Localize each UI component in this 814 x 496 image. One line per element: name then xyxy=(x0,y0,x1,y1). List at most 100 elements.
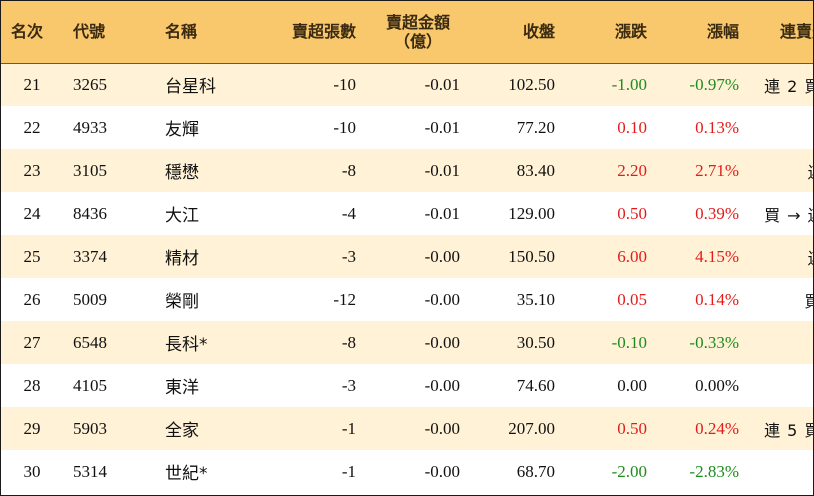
table-row: 28 4105 東洋 -3 -0.00 74.60 0.00 0.00% 1 xyxy=(1,364,813,407)
cell-net-sell-amount: -0.01 xyxy=(424,160,460,180)
header-net-sell-amount-line2: （億） xyxy=(393,31,442,51)
header-close: 收盤 xyxy=(470,1,565,64)
cell-net-sell-amount: -0.00 xyxy=(424,375,460,395)
cell-rank: 29 xyxy=(23,418,41,438)
cell-close: 77.20 xyxy=(516,117,555,137)
cell-change: 0.00 xyxy=(617,375,647,395)
cell-name: 台星科 xyxy=(165,77,216,98)
cell-code: 3265 xyxy=(73,74,107,94)
cell-net-sell-lots: -3 xyxy=(341,246,356,266)
cell-name: 世紀* xyxy=(165,464,208,484)
cell-change: -0.10 xyxy=(611,332,647,352)
cell-code: 3374 xyxy=(73,246,107,266)
cell-consecutive-days: 連 5 賣 xyxy=(749,149,813,192)
cell-code: 6548 xyxy=(73,332,107,352)
header-change: 漲跌 xyxy=(565,1,657,64)
cell-net-sell-lots: -3 xyxy=(341,375,356,395)
header-net-sell-amount: 賣超金額 （億） xyxy=(366,1,470,64)
table-row: 22 4933 友輝 -10 -0.01 77.20 0.10 0.13% 1 xyxy=(1,106,813,149)
cell-rank: 23 xyxy=(23,160,41,180)
cell-net-sell-lots: -1 xyxy=(341,461,356,481)
table-row: 30 5314 世紀* -1 -0.00 68.70 -2.00 -2.83% 1 xyxy=(1,450,813,493)
cell-net-sell-amount: -0.00 xyxy=(424,246,460,266)
cell-code: 3105 xyxy=(73,160,107,180)
cell-rank: 21 xyxy=(23,74,41,94)
cell-close: 207.00 xyxy=(508,418,555,438)
cell-consecutive-days: 1 xyxy=(749,321,813,364)
cell-code: 4105 xyxy=(73,375,107,395)
cell-change-pct: 0.14% xyxy=(695,289,739,309)
cell-change: 2.20 xyxy=(617,160,647,180)
cell-close: 150.50 xyxy=(508,246,555,266)
cell-rank: 24 xyxy=(23,203,41,223)
header-row: 名次 代號 名稱 賣超張數 賣超金額 （億） 收盤 漲跌 漲幅 連賣天數 xyxy=(1,1,813,64)
cell-net-sell-lots: -12 xyxy=(333,289,356,309)
cell-code: 4933 xyxy=(73,117,107,137)
cell-rank: 27 xyxy=(23,332,41,352)
cell-change: 6.00 xyxy=(617,246,647,266)
cell-code: 5009 xyxy=(73,289,107,309)
cell-consecutive-days: 買 → 賣 xyxy=(749,278,813,321)
header-rank: 名次 xyxy=(1,1,63,64)
cell-change-pct: -0.33% xyxy=(689,332,739,352)
cell-close: 129.00 xyxy=(508,203,555,223)
cell-name: 榮剛 xyxy=(165,292,199,312)
cell-net-sell-lots: -10 xyxy=(333,74,356,94)
table-row: 23 3105 穩懋 -8 -0.01 83.40 2.20 2.71% 連 5 賣 xyxy=(1,149,813,192)
cell-rank: 25 xyxy=(23,246,41,266)
cell-code: 8436 xyxy=(73,203,107,223)
cell-change-pct: 2.71% xyxy=(695,160,739,180)
cell-change-pct: 0.13% xyxy=(695,117,739,137)
cell-change: -1.00 xyxy=(611,74,647,94)
cell-rank: 26 xyxy=(23,289,41,309)
cell-change: -2.00 xyxy=(611,461,647,481)
cell-name: 穩懋 xyxy=(165,163,199,183)
table-row: 24 8436 大江 -4 -0.01 129.00 0.50 0.39% 買 → 連 2 賣 xyxy=(1,192,813,235)
table-row: 25 3374 精材 -3 -0.00 150.50 6.00 4.15% 連 6 賣 xyxy=(1,235,813,278)
cell-net-sell-lots: -4 xyxy=(341,203,356,223)
cell-consecutive-days: 連 6 賣 xyxy=(749,235,813,278)
cell-net-sell-amount: -0.00 xyxy=(424,461,460,481)
cell-change: 0.50 xyxy=(617,418,647,438)
cell-consecutive-days: 連 5 買 → 賣 xyxy=(764,420,813,440)
cell-consecutive-days: 1 xyxy=(749,106,813,149)
cell-net-sell-amount: -0.01 xyxy=(424,117,460,137)
cell-name: 東洋 xyxy=(165,378,199,398)
cell-net-sell-lots: -8 xyxy=(341,332,356,352)
cell-close: 30.50 xyxy=(516,332,555,352)
cell-change-pct: -2.83% xyxy=(689,461,739,481)
cell-net-sell-lots: -1 xyxy=(341,418,356,438)
cell-net-sell-amount: -0.00 xyxy=(424,418,460,438)
cell-change: 0.50 xyxy=(617,203,647,223)
cell-name: 友輝 xyxy=(165,120,199,140)
cell-net-sell-amount: -0.01 xyxy=(424,203,460,223)
cell-consecutive-days: 連 2 買 → 賣 xyxy=(764,76,813,96)
header-consecutive-days: 連賣天數 xyxy=(749,1,813,64)
cell-rank: 28 xyxy=(23,375,41,395)
cell-change-pct: 0.00% xyxy=(695,375,739,395)
cell-close: 68.70 xyxy=(516,461,555,481)
cell-consecutive-days: 1 xyxy=(749,450,813,493)
cell-code: 5903 xyxy=(73,418,107,438)
cell-consecutive-days: 1 xyxy=(749,364,813,407)
cell-consecutive-days: 買 → 連 2 賣 xyxy=(764,205,813,225)
cell-close: 74.60 xyxy=(516,375,555,395)
cell-change: 0.10 xyxy=(617,117,647,137)
cell-change-pct: -0.97% xyxy=(689,74,739,94)
table-row: 27 6548 長科* -8 -0.00 30.50 -0.10 -0.33% 1 xyxy=(1,321,813,364)
cell-rank: 22 xyxy=(23,117,41,137)
cell-name: 精材 xyxy=(165,249,199,269)
cell-net-sell-lots: -8 xyxy=(341,160,356,180)
header-net-sell-amount-line1: 賣超金額 xyxy=(385,12,450,32)
table-body: 21 3265 台星科 -10 -0.01 102.50 -1.00 -0.97% 連 2 買 … xyxy=(1,63,813,493)
cell-change: 0.05 xyxy=(617,289,647,309)
cell-code: 5314 xyxy=(73,461,107,481)
cell-close: 102.50 xyxy=(508,74,555,94)
cell-net-sell-amount: -0.00 xyxy=(424,289,460,309)
cell-net-sell-lots: -10 xyxy=(333,117,356,137)
cell-rank: 30 xyxy=(23,461,41,481)
table-row: 26 5009 榮剛 -12 -0.00 35.10 0.05 0.14% 買 → 賣 xyxy=(1,278,813,321)
cell-close: 35.10 xyxy=(516,289,555,309)
